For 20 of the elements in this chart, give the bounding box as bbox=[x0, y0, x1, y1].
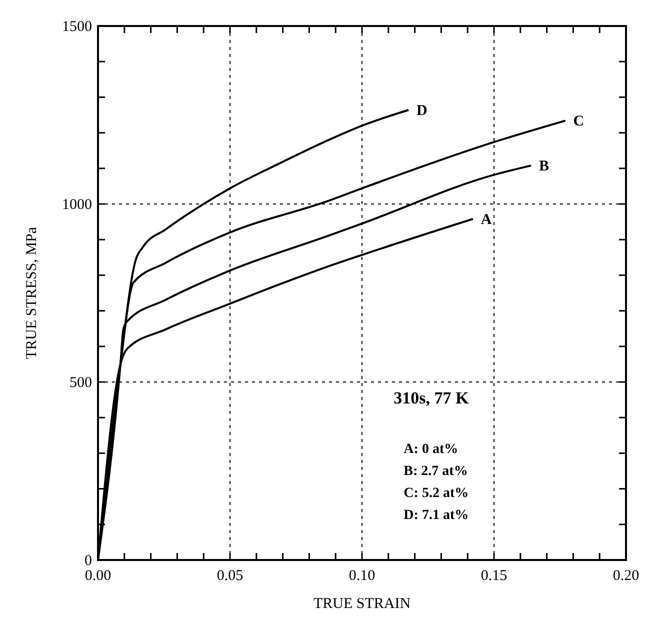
y-tick-label: 1000 bbox=[62, 197, 92, 213]
x-tick-label: 0.15 bbox=[480, 568, 508, 584]
y-tick-label: 1500 bbox=[62, 19, 92, 35]
x-tick-label: 0.20 bbox=[612, 568, 640, 584]
x-axis-title: TRUE STRAIN bbox=[313, 596, 411, 612]
x-tick-label: 0.05 bbox=[216, 568, 244, 584]
y-tick-label: 0 bbox=[84, 553, 92, 569]
x-tick-label: 0.00 bbox=[84, 568, 112, 584]
annotation: C: 5.2 at% bbox=[404, 486, 469, 502]
series-label: C bbox=[573, 114, 584, 130]
series-label: D bbox=[416, 103, 428, 120]
annotation: D: 7.1 at% bbox=[404, 508, 469, 524]
annotation: 310s, 77 K bbox=[394, 388, 470, 408]
series-label: B bbox=[538, 158, 549, 175]
x-tick-label: 0.10 bbox=[348, 568, 376, 584]
annotation: B: 2.7 at% bbox=[404, 464, 468, 480]
annotation: A: 0 at% bbox=[404, 442, 458, 458]
series-label: A bbox=[480, 212, 492, 228]
y-axis-title: TRUE STRESS, MPa bbox=[24, 226, 40, 360]
y-tick-label: 500 bbox=[70, 375, 92, 391]
